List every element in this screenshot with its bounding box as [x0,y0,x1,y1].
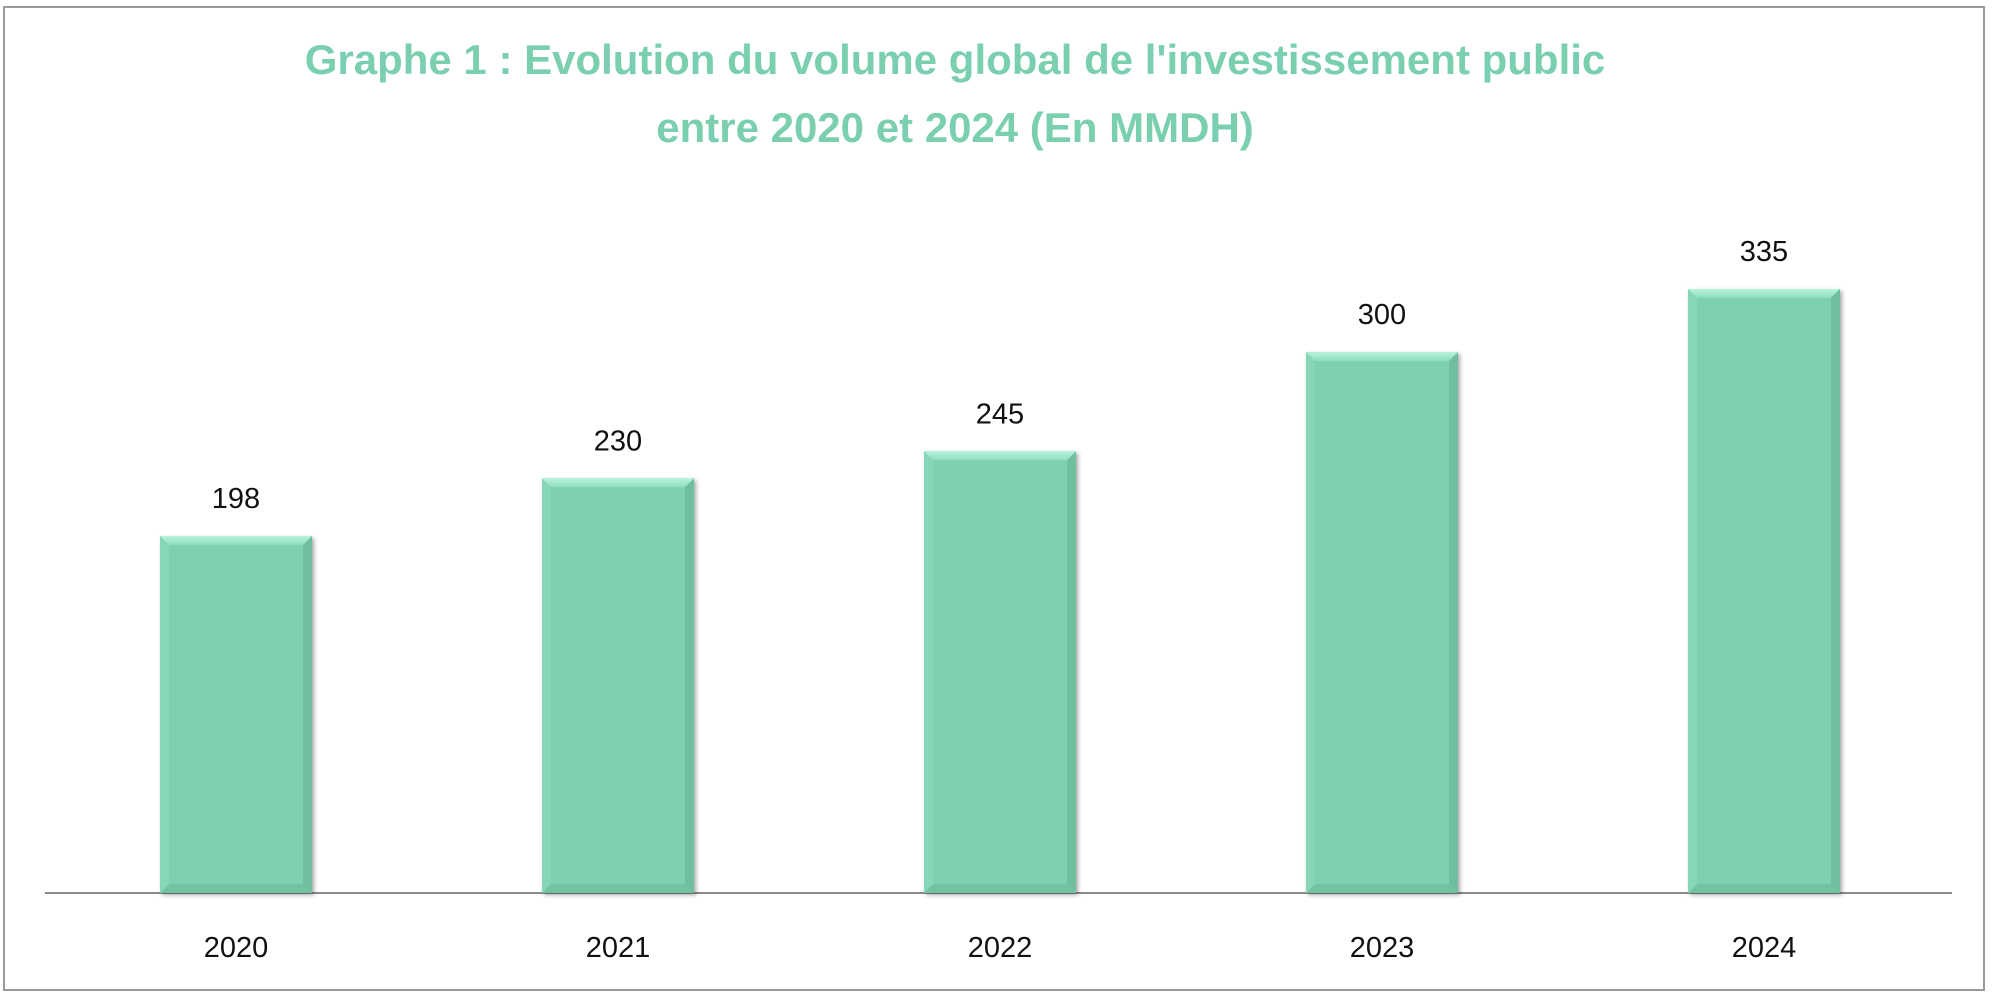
bar-2024 [1688,288,1840,893]
x-tick-label: 2020 [204,932,269,964]
data-label: 230 [594,425,642,457]
data-label: 300 [1358,299,1406,331]
chart-frame [3,6,1985,991]
bar-2021 [542,478,694,893]
chart-subtitle: entre 2020 et 2024 (En MMDH) [656,104,1254,151]
data-label: 335 [1740,236,1788,268]
bar-2023 [1306,352,1458,894]
bar-2020 [160,536,312,893]
bar-2022 [924,451,1076,893]
x-tick-label: 2024 [1732,932,1797,964]
chart-title: Graphe 1 : Evolution du volume global de… [304,36,1606,83]
x-tick-label: 2022 [968,932,1033,964]
x-tick-label: 2023 [1350,932,1415,964]
data-label: 198 [212,483,260,515]
data-label: 245 [976,398,1024,430]
x-tick-label: 2021 [586,932,651,964]
